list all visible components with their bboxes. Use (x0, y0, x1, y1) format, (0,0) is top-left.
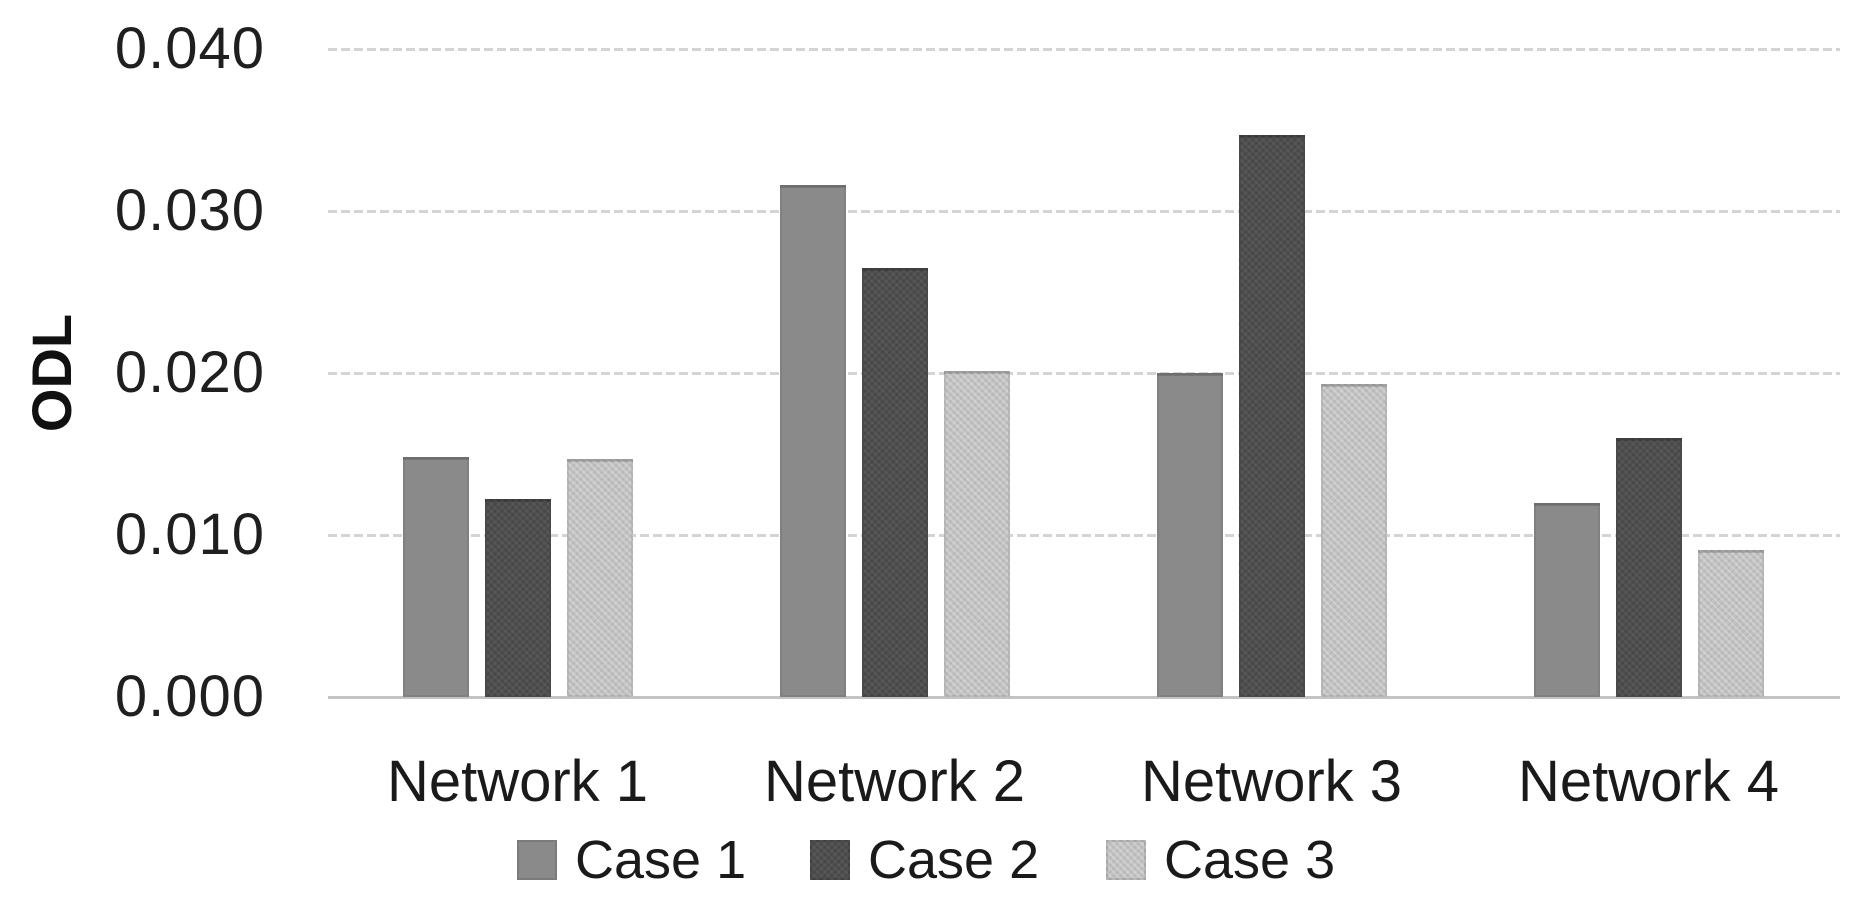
gridline (328, 372, 1840, 375)
y-tick-label: 0.040 (114, 16, 265, 81)
y-tick-label: 0.010 (114, 502, 265, 567)
y-tick-label: 0.020 (114, 340, 265, 405)
x-category-label: Network 4 (1517, 749, 1780, 814)
bar-network1-case3 (567, 459, 633, 697)
gridline (328, 210, 1840, 213)
legend-label: Case 1 (575, 830, 747, 890)
x-category-label: Network 2 (763, 749, 1026, 814)
bar-network2-case2 (862, 268, 928, 697)
legend-item-case1: Case 1 (517, 830, 747, 890)
bar-network2-case1 (780, 185, 846, 697)
bar-network3-case3 (1321, 384, 1387, 697)
bar-network4-case2 (1616, 438, 1682, 697)
x-axis-line (328, 696, 1840, 699)
legend-swatch (517, 840, 557, 880)
bar-network3-case2 (1239, 135, 1305, 697)
bar-network4-case3 (1698, 550, 1764, 697)
bar-network1-case2 (485, 499, 551, 697)
legend-swatch (810, 840, 850, 880)
legend-label: Case 2 (868, 830, 1040, 890)
legend-item-case2: Case 2 (810, 830, 1040, 890)
y-tick-label: 0.000 (114, 664, 265, 729)
x-category-label: Network 3 (1140, 749, 1403, 814)
legend-swatch (1106, 840, 1146, 880)
bar-network3-case1 (1157, 373, 1223, 697)
y-tick-label: 0.030 (114, 178, 265, 243)
bar-network1-case1 (403, 457, 469, 697)
legend-item-case3: Case 3 (1106, 830, 1336, 890)
legend-label: Case 3 (1164, 830, 1336, 890)
x-category-label: Network 1 (386, 749, 649, 814)
bar-network2-case3 (944, 371, 1010, 697)
bar-network4-case1 (1534, 503, 1600, 697)
gridline (328, 48, 1840, 51)
gridline (328, 534, 1840, 537)
